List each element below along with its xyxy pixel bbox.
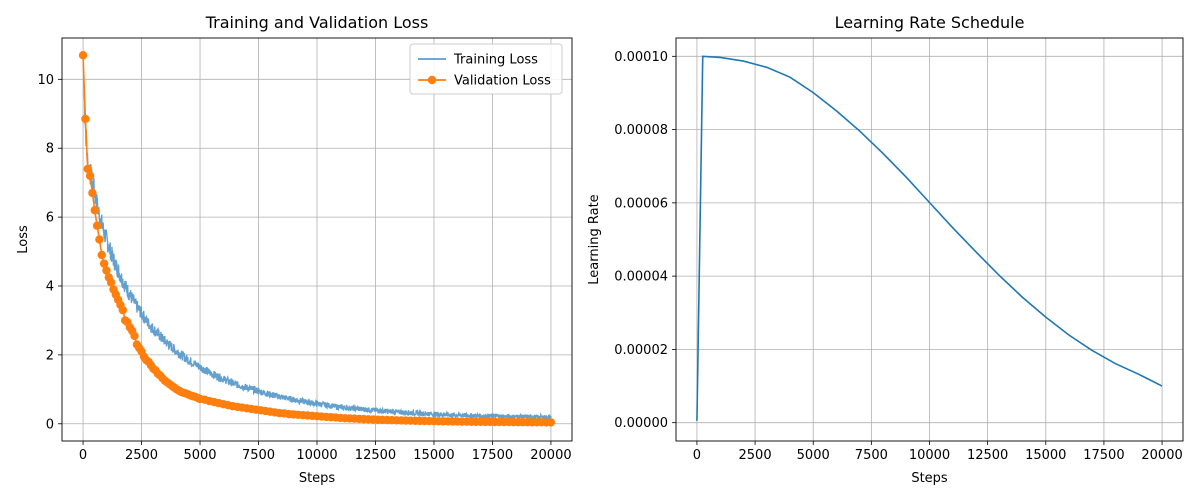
x-tick-label: 0 [79,448,87,463]
x-tick-label: 17500 [472,448,513,463]
y-tick-label: 0.00008 [614,123,668,138]
y-tick-label: 0.00010 [614,50,668,65]
y-tick-label: 0 [46,417,54,432]
validation-loss-point [118,305,128,315]
validation-loss-point [83,164,92,174]
x-tick-label: 15000 [1025,448,1066,463]
axes-frame [61,37,573,442]
x-tick-label: 12500 [967,448,1008,463]
x-tick-label: 0 [693,448,701,463]
legend-label: Validation Loss [454,74,551,89]
x-tick-label: 7500 [855,448,888,463]
validation-loss-point [78,51,88,60]
x-tick-label: 10000 [909,448,950,463]
validation-loss-point [88,188,97,198]
validation-loss-point [106,278,116,287]
validation-loss-point [90,206,99,215]
validation-loss-point [102,266,111,275]
legend: Training Loss Validation Loss [409,43,563,95]
y-tick-label: 6 [46,211,54,226]
learning-rate-line [696,55,1163,421]
y-tick-label: 4 [46,280,54,295]
x-tick-label: 15000 [413,448,454,463]
series-validation-loss [78,51,556,427]
x-axis-label: Steps [299,471,336,486]
learning-rate-chart: 0 2500 5000 7500 10000 12500 15000 17500 20000 0.… [587,13,1184,486]
y-tick-label: 0.00006 [614,196,668,211]
validation-loss-point [95,235,104,244]
chart-title: Training and Validation Loss [205,13,429,32]
x-tick-label: 2500 [739,448,772,463]
y-tick-label: 10 [37,73,54,88]
y-tick-label: 0.00004 [614,270,668,285]
axes-frame [675,37,1184,442]
legend-box [409,43,563,95]
validation-loss-point [97,250,106,260]
y-axis-label: Learning Rate [587,194,602,284]
legend-marker [427,75,437,85]
y-tick-label: 8 [46,142,54,157]
y-tick-label: 0.00002 [614,343,668,358]
x-tick-label: 5000 [183,448,216,463]
x-tick-label: 2500 [125,448,158,463]
y-tick-label: 2 [46,348,54,363]
validation-loss-point [81,114,90,124]
y-tick-label: 0.00000 [614,416,668,431]
validation-loss-point [85,171,95,180]
series-line [696,55,1163,421]
y-axis-label: Loss [16,225,31,254]
validation-loss-point [92,221,102,230]
x-tick-label: 5000 [797,448,830,463]
series-training-loss [83,91,552,422]
x-tick-label: 20000 [1141,448,1182,463]
validation-loss-point [130,331,139,341]
x-axis-label: Steps [911,471,948,486]
x-tick-label: 10000 [296,448,337,463]
loss-chart: 0 2500 5000 7500 10000 12500 15000 17500 20000 0 2… [16,13,573,486]
x-tick-label: 20000 [530,448,571,463]
x-tick-label: 7500 [242,448,275,463]
legend-label: Training Loss [453,53,538,68]
validation-loss-point [546,418,556,427]
validation-loss-point [99,259,109,268]
x-tick-label: 12500 [355,448,396,463]
chart-title: Learning Rate Schedule [835,13,1025,32]
x-tick-label: 17500 [1083,448,1124,463]
training-loss-line [83,91,552,422]
